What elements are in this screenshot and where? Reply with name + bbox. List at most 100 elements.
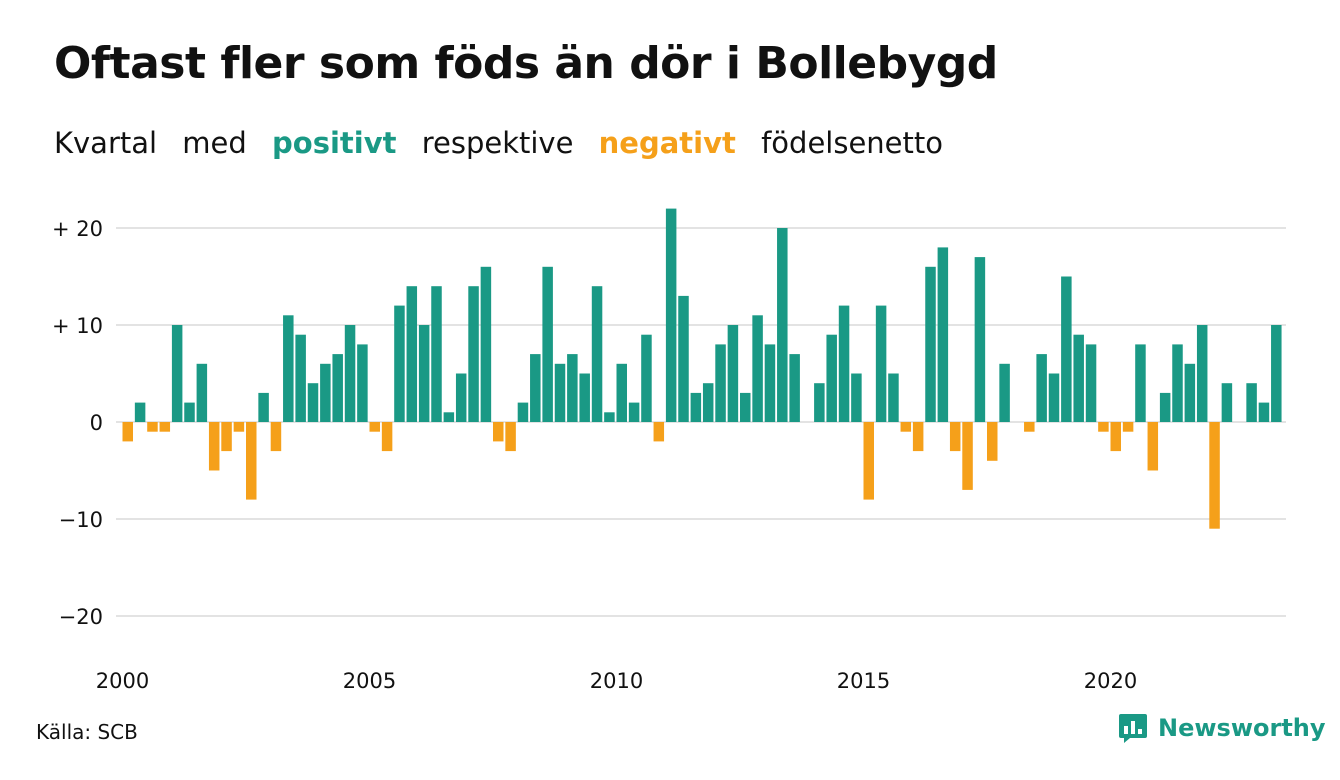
bar <box>715 344 726 422</box>
bar <box>1073 334 1084 422</box>
bar <box>777 228 788 422</box>
bar <box>283 315 294 422</box>
bar <box>690 392 702 422</box>
bars <box>122 208 1282 529</box>
bar <box>1122 422 1134 432</box>
bar <box>1221 383 1233 422</box>
bar <box>641 334 652 422</box>
bar <box>258 392 269 422</box>
bar <box>826 334 837 422</box>
bar <box>962 422 973 490</box>
bar <box>974 257 986 422</box>
newsworthy-logo[interactable]: Newsworthy <box>1118 712 1326 744</box>
bar <box>221 422 232 452</box>
y-tick-label: −10 <box>59 508 103 532</box>
bar <box>270 422 282 452</box>
bar <box>542 266 553 422</box>
bar <box>912 422 924 452</box>
y-tick-label: 0 <box>90 411 103 435</box>
bar <box>394 305 405 422</box>
bar <box>171 325 183 422</box>
bar <box>764 344 776 422</box>
x-tick-label: 2005 <box>343 669 396 693</box>
bar <box>381 422 393 452</box>
bar <box>949 422 961 452</box>
bar <box>1147 422 1159 471</box>
bar <box>455 373 467 422</box>
bar <box>443 412 455 422</box>
bar <box>1196 325 1208 422</box>
bar <box>1098 422 1109 432</box>
bar <box>900 422 912 432</box>
subtitle-word: respektive <box>421 126 574 160</box>
bar <box>1159 392 1171 422</box>
logo-text: Newsworthy <box>1158 714 1326 742</box>
bar <box>665 208 677 422</box>
bar-chart-speech-icon <box>1119 714 1147 743</box>
subtitle-word: födelsenetto <box>761 126 943 160</box>
bar <box>1024 422 1035 432</box>
bar <box>1061 276 1072 422</box>
bar <box>838 305 850 422</box>
bar <box>530 354 541 422</box>
bar <box>653 422 665 442</box>
subtitle-word: Kvartal <box>54 126 158 160</box>
x-tick-label: 2000 <box>96 669 149 693</box>
bar <box>863 422 874 500</box>
bar <box>517 402 529 422</box>
bar <box>579 373 590 422</box>
bar <box>875 305 887 422</box>
y-tick-label: + 10 <box>52 314 103 338</box>
bar <box>554 363 566 422</box>
y-tick-label: + 20 <box>52 217 103 241</box>
bar <box>1110 422 1121 452</box>
bar <box>1135 344 1146 422</box>
bar <box>431 286 442 422</box>
bar <box>418 325 430 422</box>
bar <box>1036 354 1047 422</box>
bar <box>567 354 578 422</box>
bar <box>295 334 306 422</box>
bar <box>134 402 146 422</box>
bar <box>628 402 640 422</box>
subtitle-word: med <box>182 126 247 160</box>
bar <box>147 422 158 432</box>
bar <box>727 325 739 422</box>
x-tick-label: 2020 <box>1084 669 1137 693</box>
bar <box>1209 422 1220 529</box>
bar <box>789 354 800 422</box>
x-tick-label: 2010 <box>590 669 643 693</box>
bar <box>851 373 862 422</box>
bar <box>184 402 195 422</box>
bar <box>1271 325 1282 422</box>
x-tick-label: 2015 <box>837 669 890 693</box>
bar <box>122 422 133 442</box>
bar <box>357 344 368 422</box>
bar <box>937 247 949 422</box>
bar <box>1258 402 1270 422</box>
bar <box>505 422 516 452</box>
bar <box>320 363 331 422</box>
bar <box>493 422 504 442</box>
bar <box>480 266 492 422</box>
bar <box>208 422 220 471</box>
bar <box>1048 373 1060 422</box>
subtitle-positive-label: positivt <box>272 126 397 160</box>
chart-title: Oftast fler som föds än dör i Bollebygd <box>54 38 998 89</box>
bar <box>999 363 1010 422</box>
bar <box>702 383 714 422</box>
bar <box>406 286 418 422</box>
bar <box>246 422 257 500</box>
chart-subtitle: Kvartal med positivt respektive negativt… <box>54 126 959 160</box>
source-note: Källa: SCB <box>36 720 138 744</box>
bar <box>616 363 627 422</box>
y-tick-label: −20 <box>59 605 103 629</box>
bar <box>233 422 245 432</box>
bar <box>307 383 319 422</box>
bar <box>1184 363 1196 422</box>
bar <box>344 325 356 422</box>
bar <box>1172 344 1183 422</box>
bar <box>159 422 171 432</box>
y-axis-labels: + 20 + 10 0 −10 −20 <box>52 217 103 629</box>
